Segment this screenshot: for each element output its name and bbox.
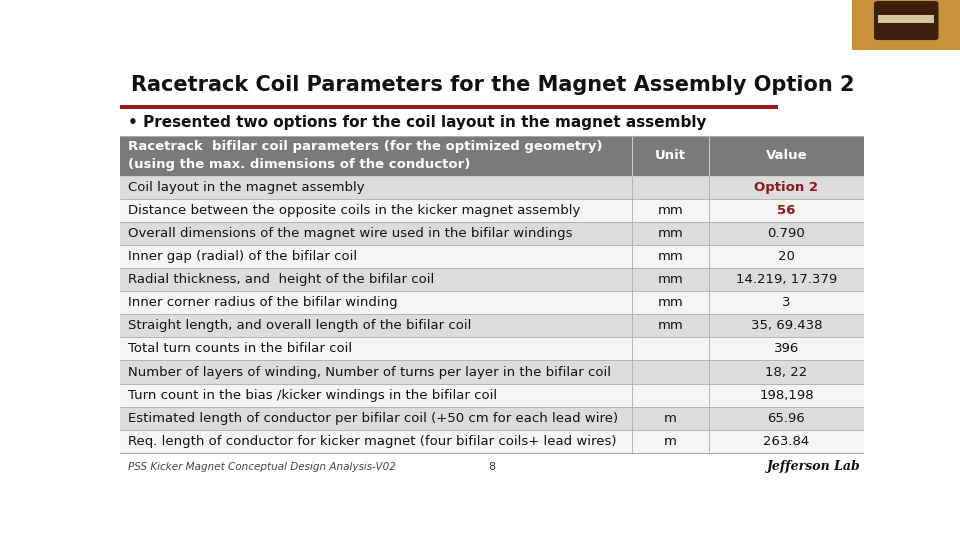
Text: Overall dimensions of the magnet wire used in the bifilar windings: Overall dimensions of the magnet wire us… <box>128 227 572 240</box>
Text: 14.219, 17.379: 14.219, 17.379 <box>736 273 837 286</box>
Text: 198,198: 198,198 <box>759 389 814 402</box>
Text: Racetrack  bifilar coil parameters (for the optimized geometry)
(using the max. : Racetrack bifilar coil parameters (for t… <box>128 140 602 171</box>
Text: Estimated length of conductor per bifilar coil (+50 cm for each lead wire): Estimated length of conductor per bifila… <box>128 411 618 425</box>
FancyBboxPatch shape <box>874 1 939 40</box>
Bar <box>120 268 864 291</box>
Text: Turn count in the bias /kicker windings in the bifilar coil: Turn count in the bias /kicker windings … <box>128 389 497 402</box>
Bar <box>120 222 864 245</box>
Text: • Presented two options for the coil layout in the magnet assembly: • Presented two options for the coil lay… <box>128 115 707 130</box>
Text: Number of layers of winding, Number of turns per layer in the bifilar coil: Number of layers of winding, Number of t… <box>128 366 611 379</box>
Text: Inner gap (radial) of the bifilar coil: Inner gap (radial) of the bifilar coil <box>128 250 357 263</box>
Text: 18, 22: 18, 22 <box>765 366 807 379</box>
FancyBboxPatch shape <box>846 0 960 53</box>
Bar <box>120 245 864 268</box>
Text: Straight length, and overall length of the bifilar coil: Straight length, and overall length of t… <box>128 319 471 332</box>
Text: 20: 20 <box>778 250 795 263</box>
Text: 396: 396 <box>774 342 799 355</box>
Text: Radial thickness, and  height of the bifilar coil: Radial thickness, and height of the bifi… <box>128 273 434 286</box>
Text: Racetrack Coil Parameters for the Magnet Assembly Option 2: Racetrack Coil Parameters for the Magnet… <box>131 75 854 95</box>
Text: mm: mm <box>658 204 684 217</box>
Text: m: m <box>663 411 677 425</box>
Text: Value: Value <box>766 149 807 162</box>
Text: mm: mm <box>658 250 684 263</box>
Text: 0.790: 0.790 <box>768 227 805 240</box>
Text: Coil layout in the magnet assembly: Coil layout in the magnet assembly <box>128 181 365 194</box>
Text: 65.96: 65.96 <box>768 411 805 425</box>
Text: Inner corner radius of the bifilar winding: Inner corner radius of the bifilar windi… <box>128 296 397 309</box>
Bar <box>120 407 864 430</box>
Text: Unit: Unit <box>655 149 685 162</box>
Bar <box>878 15 934 23</box>
Text: 3: 3 <box>782 296 791 309</box>
Text: Jefferson Lab: Jefferson Lab <box>767 460 860 473</box>
Text: Total turn counts in the bifilar coil: Total turn counts in the bifilar coil <box>128 342 352 355</box>
Bar <box>120 105 779 110</box>
Bar <box>120 430 864 453</box>
Bar <box>120 65 864 105</box>
Text: mm: mm <box>658 273 684 286</box>
Bar <box>120 176 864 199</box>
Bar <box>120 383 864 407</box>
Text: 8: 8 <box>489 462 495 472</box>
Bar <box>120 136 864 176</box>
Bar <box>120 199 864 222</box>
Text: 263.84: 263.84 <box>763 435 809 448</box>
Text: m: m <box>663 435 677 448</box>
Bar <box>120 338 864 361</box>
Bar <box>120 361 864 383</box>
Bar <box>120 291 864 314</box>
Text: mm: mm <box>658 227 684 240</box>
Text: Option 2: Option 2 <box>755 181 819 194</box>
Text: mm: mm <box>658 296 684 309</box>
Text: Distance between the opposite coils in the kicker magnet assembly: Distance between the opposite coils in t… <box>128 204 580 217</box>
Bar <box>120 314 864 338</box>
Text: mm: mm <box>658 319 684 332</box>
Text: PSS Kicker Magnet Conceptual Design Analysis-V02: PSS Kicker Magnet Conceptual Design Anal… <box>128 462 396 472</box>
Text: 56: 56 <box>778 204 796 217</box>
Text: Req. length of conductor for kicker magnet (four bifilar coils+ lead wires): Req. length of conductor for kicker magn… <box>128 435 616 448</box>
Text: 35, 69.438: 35, 69.438 <box>751 319 823 332</box>
